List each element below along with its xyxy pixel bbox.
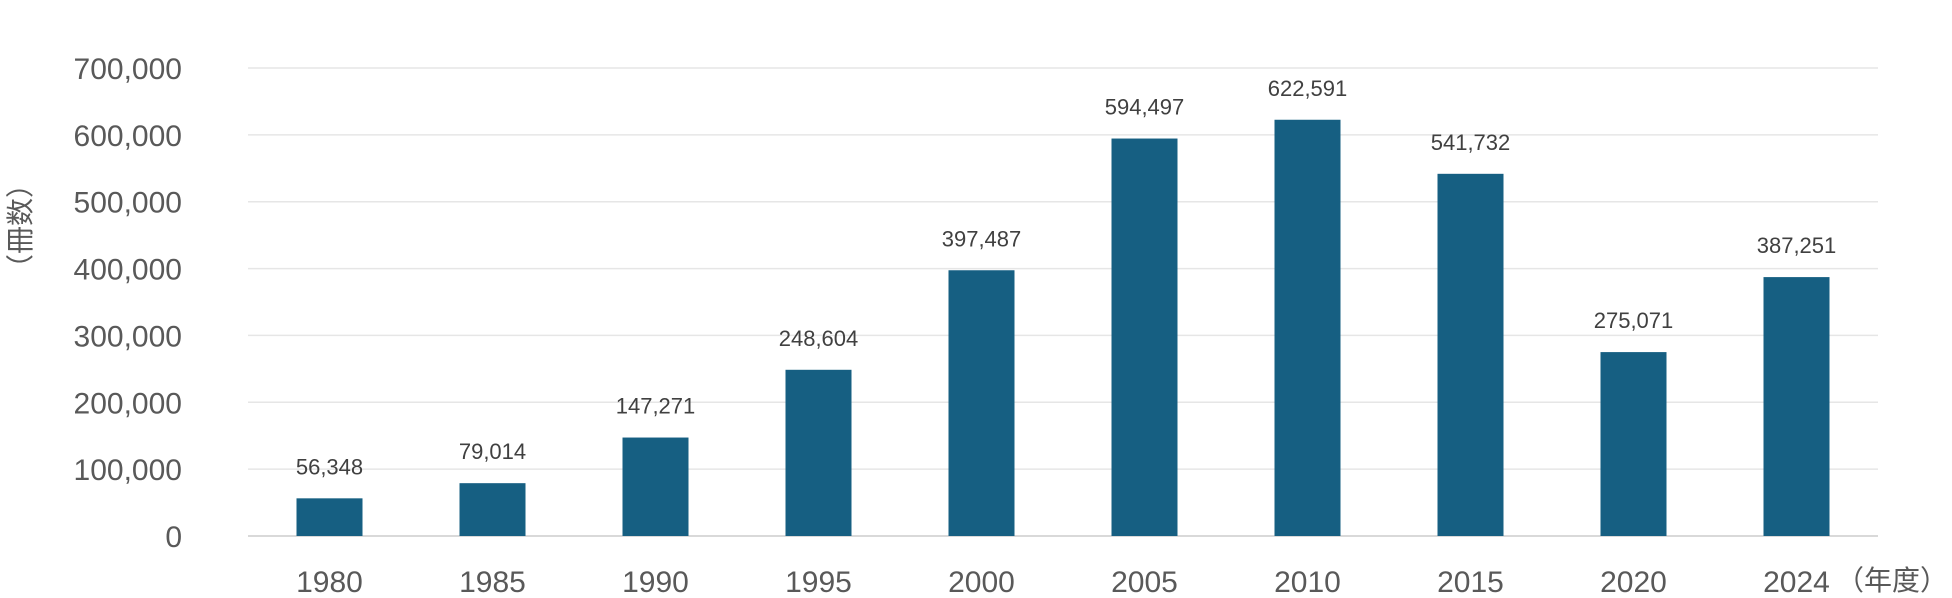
bar	[1274, 119, 1341, 536]
x-tick-label: 1985	[459, 566, 526, 598]
bar	[296, 498, 363, 536]
y-tick-label: 500,000	[74, 187, 182, 220]
x-tick-label: 2010	[1274, 566, 1341, 598]
y-tick-label: 200,000	[74, 387, 182, 420]
bar	[1763, 277, 1830, 536]
data-label: 79,014	[459, 439, 526, 464]
bar	[1111, 138, 1178, 536]
x-tick-label: 2015	[1437, 566, 1504, 598]
bar	[1600, 352, 1667, 536]
data-label: 397,487	[942, 226, 1022, 251]
x-tick-label: 2000	[948, 566, 1015, 598]
y-tick-label: 300,000	[74, 320, 182, 353]
y-tick-label: 600,000	[74, 120, 182, 153]
y-tick-label: 0	[165, 521, 182, 554]
x-axis-title: （年度）	[1836, 564, 1948, 597]
data-label: 622,591	[1268, 76, 1348, 101]
data-label: 594,497	[1105, 95, 1185, 120]
bar	[948, 270, 1015, 536]
x-tick-label: 2005	[1111, 566, 1178, 598]
bars	[296, 119, 1830, 536]
x-tick-label: 1995	[785, 566, 852, 598]
y-axis-title: （冊数）	[4, 170, 37, 282]
data-label: 275,071	[1594, 308, 1674, 333]
data-label: 147,271	[616, 394, 696, 419]
data-label: 541,732	[1431, 130, 1511, 155]
data-label: 248,604	[779, 326, 859, 351]
bar	[785, 369, 852, 536]
x-tick-label: 2020	[1600, 566, 1667, 598]
bar	[1437, 173, 1504, 536]
y-tick-label: 100,000	[74, 454, 182, 487]
x-axis-tick-labels: 1980 1985 1990 1995 2000 2005 2010 2015 2020 2024	[296, 566, 1830, 598]
y-axis-tick-labels: 0 100,000 200,000 300,000 400,000 500,000 600,…	[74, 53, 182, 554]
data-label: 56,348	[296, 454, 363, 479]
y-tick-label: 700,000	[74, 53, 182, 86]
x-tick-label: 1990	[622, 566, 689, 598]
x-tick-label: 2024	[1763, 566, 1830, 598]
bar	[459, 483, 526, 536]
data-label: 387,251	[1757, 233, 1837, 258]
y-tick-label: 400,000	[74, 254, 182, 287]
bar	[622, 437, 689, 536]
x-tick-label: 1980	[296, 566, 363, 598]
data-labels: 56,348 79,014 147,271 248,604 397,487 594,497…	[296, 76, 1836, 480]
